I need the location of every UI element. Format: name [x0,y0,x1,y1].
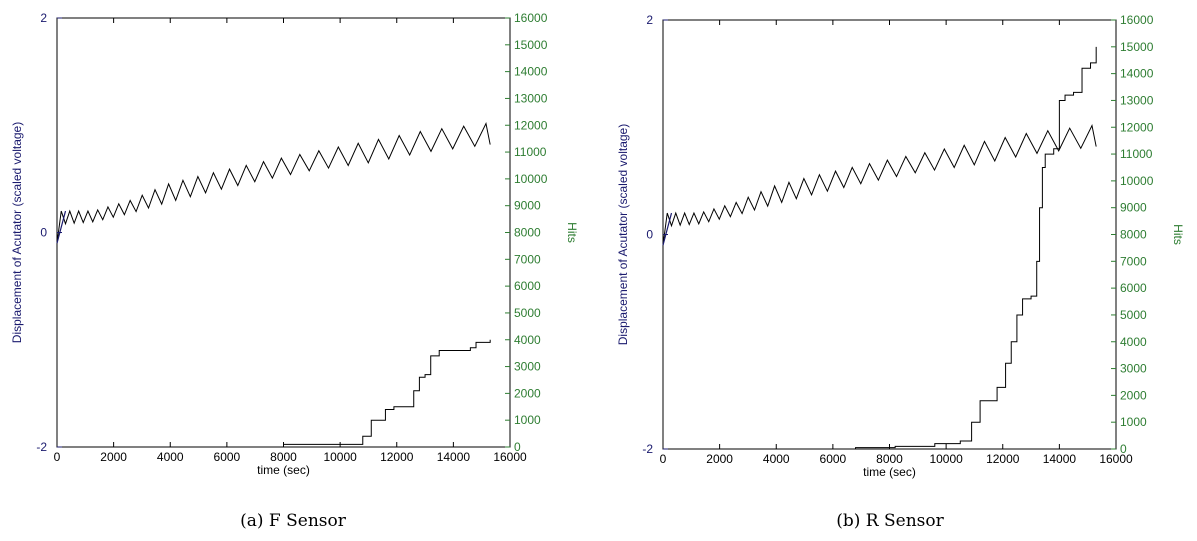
x-tick-label: 14000 [1043,452,1077,466]
chart-panel-a: 0 2000 4000 6000 8000 10000 12000 14000 16000-20… [10,11,579,531]
right-y-axis-label: Hits [565,222,579,243]
right-y-tick-label: 9000 [1120,201,1147,215]
right-y-tick-label: 2000 [1120,388,1147,402]
x-tick-label: 0 [54,450,61,464]
right-y-tick-label: 7000 [1120,254,1147,268]
right-y-tick-label: 14000 [514,65,548,79]
x-tick-label: 10000 [323,450,357,464]
right-y-tick-label: 12000 [514,118,548,132]
left-y-tick-label: -2 [642,442,653,456]
right-y-tick-label: 16000 [514,11,548,25]
right-y-tick-label: 16000 [1120,13,1154,27]
right-y-tick-label: 3000 [514,360,541,374]
x-axis-label: time (sec) [863,465,916,479]
right-y-tick-label: 2000 [514,386,541,400]
displacement-series-start [56,210,67,244]
right-y-tick-label: 11000 [1120,147,1153,161]
left-y-tick-label: 0 [646,228,653,242]
right-y-tick-label: 0 [1120,442,1127,456]
x-tick-label: 14000 [437,450,471,464]
right-y-tick-label: 13000 [514,91,548,105]
right-y-tick-label: 0 [514,440,521,454]
right-y-tick-label: 13000 [1120,93,1154,107]
left-y-tick-label: 0 [40,226,47,240]
right-y-tick-label: 7000 [514,252,541,266]
left-y-axis-label: Displacement of Acutator (scaled voltage… [10,122,24,343]
right-y-tick-label: 8000 [1120,228,1147,242]
right-y-tick-label: 14000 [1120,67,1154,81]
x-tick-label: 16000 [493,450,527,464]
right-y-tick-label: 10000 [514,172,548,186]
x-axis-label: time (sec) [257,463,310,477]
axis-ticks: 0 2000 4000 6000 8000 10000 12000 14000 16000-20… [642,13,1153,466]
right-y-tick-label: 11000 [514,145,547,159]
x-tick-label: 0 [660,452,667,466]
x-tick-label: 12000 [986,452,1020,466]
x-tick-label: 16000 [1099,452,1133,466]
hits-series [96,339,491,448]
right-y-tick-label: 5000 [1120,308,1147,322]
x-tick-label: 4000 [157,450,184,464]
x-tick-label: 6000 [820,452,847,466]
right-y-axis-label: Hits [1171,224,1185,245]
caption-b: (b) R Sensor [836,511,944,531]
right-y-tick-label: 3000 [1120,362,1147,376]
x-tick-label: 8000 [876,452,903,466]
plot-lines [56,122,491,448]
right-y-tick-label: 5000 [514,306,541,320]
right-y-tick-label: 1000 [1120,415,1147,429]
x-tick-label: 8000 [270,450,297,464]
displacement-series-start [662,212,673,246]
displacement-series [662,124,1097,246]
axis-ticks: 0 2000 4000 6000 8000 10000 12000 14000 16000-20… [36,11,547,464]
right-y-tick-label: 12000 [1120,120,1154,134]
right-y-tick-label: 6000 [514,279,541,293]
plot-frame [56,17,511,448]
left-y-tick-label: -2 [36,440,47,454]
right-y-tick-label: 6000 [1120,281,1147,295]
caption-a: (a) F Sensor [240,511,347,531]
plot-frame [662,19,1117,450]
right-y-tick-label: 9000 [514,199,541,213]
x-tick-label: 6000 [214,450,241,464]
chart-panel-b: 0 2000 4000 6000 8000 10000 12000 14000 16000-20… [616,13,1185,531]
left-y-tick-label: 2 [646,13,653,27]
displacement-series [56,122,491,244]
right-y-tick-label: 10000 [1120,174,1154,188]
x-tick-label: 10000 [929,452,963,466]
left-y-axis-label: Displacement of Acutator (scaled voltage… [616,124,630,345]
x-tick-label: 4000 [763,452,790,466]
right-y-tick-label: 4000 [514,333,541,347]
x-tick-label: 12000 [380,450,414,464]
plot-lines [662,46,1097,450]
right-y-tick-label: 1000 [514,413,541,427]
left-y-tick-label: 2 [40,11,47,25]
x-tick-label: 2000 [100,450,127,464]
hits-series [702,46,1097,450]
right-y-tick-label: 4000 [1120,335,1147,349]
right-y-tick-label: 8000 [514,226,541,240]
x-tick-label: 2000 [706,452,733,466]
right-y-tick-label: 15000 [1120,40,1154,54]
right-y-tick-label: 15000 [514,38,548,52]
